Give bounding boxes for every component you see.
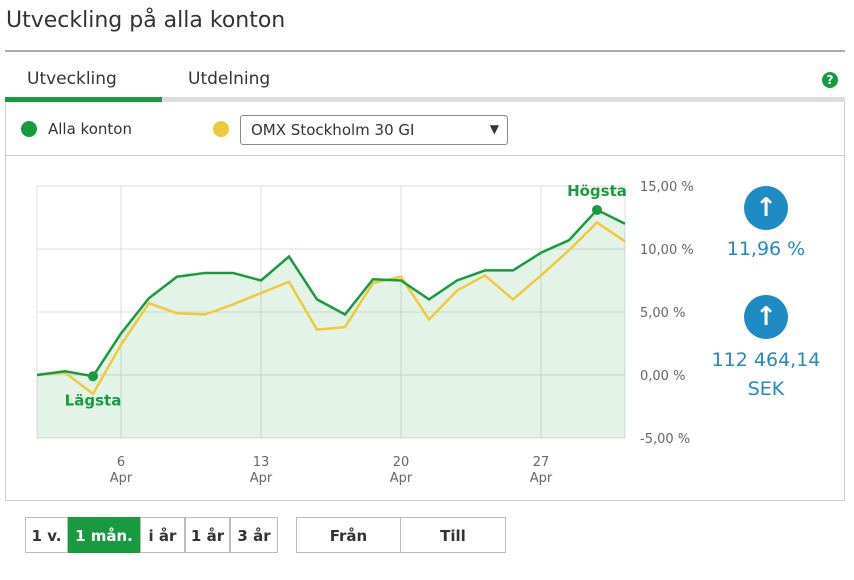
x-tick-label: 27 Apr xyxy=(529,455,553,486)
min-point xyxy=(88,371,98,382)
period-button[interactable]: 1 v. xyxy=(25,517,68,553)
stat-value: 112 464,14 SEK xyxy=(711,349,821,400)
line xyxy=(36,208,626,378)
period-button[interactable]: 1 år xyxy=(185,517,230,553)
range-button[interactable]: Från xyxy=(296,517,401,553)
x-tick-label: 6 Apr xyxy=(109,455,133,486)
y-tick-label: 10,00 % xyxy=(640,243,694,258)
select[interactable]: OMX Stockholm 30 GI ▼ xyxy=(240,115,508,145)
tab[interactable]: Utveckling xyxy=(27,69,117,89)
select-arrow: ▼ xyxy=(489,122,499,136)
divider xyxy=(5,50,845,52)
legend-swatch xyxy=(213,121,229,137)
annotation: Högsta xyxy=(567,182,627,200)
up-icon: ↑ xyxy=(744,295,788,339)
y-tick-label: 15,00 % xyxy=(640,180,694,195)
period-button[interactable]: i år xyxy=(140,517,185,553)
chart: -5,00 % 0,00 % 5,00 % 10,00 % 15,00 % Högsta L… xyxy=(36,180,694,447)
x-tick-label: 13 Apr xyxy=(249,455,273,486)
legend-swatch xyxy=(21,121,37,137)
y-tick-label: 0,00 % xyxy=(640,369,685,384)
area xyxy=(37,209,625,438)
tab[interactable]: Utdelning xyxy=(188,69,271,89)
panel-divider xyxy=(5,155,845,156)
period-button[interactable]: 3 år xyxy=(230,517,278,553)
select-label: OMX Stockholm 30 GI xyxy=(251,121,415,139)
legend-label: Alla konton xyxy=(48,120,132,138)
panel xyxy=(5,102,845,501)
max-point xyxy=(592,204,602,215)
annotation: Lägsta xyxy=(65,391,122,409)
period-button[interactable]: 1 mån. xyxy=(68,517,140,553)
up-icon: ↑ xyxy=(744,186,788,230)
line xyxy=(36,220,626,396)
y-tick-label: 5,00 % xyxy=(640,306,685,321)
y-tick-label: -5,00 % xyxy=(640,432,690,447)
x-tick-label: 20 Apr xyxy=(389,455,413,486)
range-button[interactable]: Till xyxy=(400,517,506,553)
tab-bar xyxy=(5,97,845,102)
help[interactable]: ? xyxy=(822,72,838,88)
tab-active xyxy=(5,97,162,102)
title: Utveckling på alla konton xyxy=(6,8,286,33)
stat-return: 11,96 % xyxy=(726,238,806,260)
